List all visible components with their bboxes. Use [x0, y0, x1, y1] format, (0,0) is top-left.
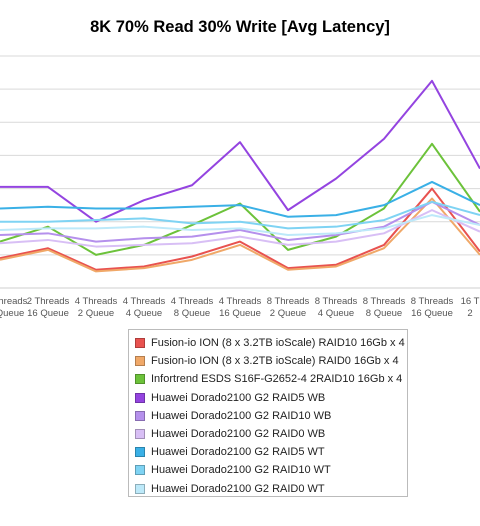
legend-swatch: [135, 447, 145, 458]
legend-label: Huawei Dorado2100 G2 RAID0 WT: [151, 482, 325, 495]
x-tick-label: 8 Queue: [174, 308, 210, 319]
legend-item: Huawei Dorado2100 G2 RAID5 WB: [135, 389, 407, 407]
legend-swatch: [135, 392, 145, 403]
x-tick-label: 4 Threads: [123, 296, 166, 307]
legend-swatch: [135, 410, 145, 421]
legend-item: Huawei Dorado2100 G2 RAID0 WT: [135, 480, 407, 498]
legend-label: Fusion-io ION (8 x 3.2TB ioScale) RAID10…: [151, 337, 405, 350]
legend-swatch: [135, 465, 145, 476]
legend-label: Infortrend ESDS S16F-G2652-4 2RAID10 16G…: [151, 373, 403, 386]
legend-item: Fusion-io ION (8 x 3.2TB ioScale) RAID0 …: [135, 352, 407, 370]
series-line: [0, 197, 480, 273]
x-tick-label: 16 Queue: [27, 308, 69, 319]
legend-label: Huawei Dorado2100 G2 RAID10 WB: [151, 409, 332, 422]
legend-label: Huawei Dorado2100 G2 RAID5 WT: [151, 446, 325, 459]
legend-item: Huawei Dorado2100 G2 RAID0 WB: [135, 425, 407, 443]
legend-item: Huawei Dorado2100 G2 RAID10 WB: [135, 407, 407, 425]
legend-label: Huawei Dorado2100 G2 RAID10 WT: [151, 464, 331, 477]
x-tick-label: 8 Threads: [411, 296, 454, 307]
x-tick-label: 16 T: [461, 296, 480, 307]
x-tick-label: 2 Queue: [270, 308, 306, 319]
x-tick-label: 2 Threads: [27, 296, 70, 307]
chart-legend: Fusion-io ION (8 x 3.2TB ioScale) RAID10…: [128, 329, 408, 497]
x-tick-label: 8 Threads: [315, 296, 358, 307]
x-tick-label: 16 Queue: [219, 308, 261, 319]
series-line: [0, 79, 480, 223]
legend-label: Huawei Dorado2100 G2 RAID0 WB: [151, 428, 326, 441]
series-line: [0, 142, 480, 256]
legend-label: Fusion-io ION (8 x 3.2TB ioScale) RAID0 …: [151, 355, 399, 368]
legend-swatch: [135, 374, 145, 385]
x-tick-label: 8 Queue: [366, 308, 402, 319]
x-tick-label: Threads: [0, 296, 28, 307]
x-tick-label: 2: [467, 308, 472, 319]
x-tick-label: 2 Queue: [78, 308, 114, 319]
x-tick-label: 4 Queue: [318, 308, 354, 319]
series-line: [0, 200, 480, 243]
legend-item: Infortrend ESDS S16F-G2652-4 2RAID10 16G…: [135, 370, 407, 388]
legend-swatch: [135, 338, 145, 349]
x-tick-label: 4 Threads: [75, 296, 118, 307]
legend-swatch: [135, 429, 145, 440]
legend-item: Huawei Dorado2100 G2 RAID5 WT: [135, 443, 407, 461]
legend-swatch: [135, 356, 145, 367]
x-tick-label: 4 Queue: [126, 308, 162, 319]
x-tick-label: 8 Threads: [363, 296, 406, 307]
x-tick-label: 4 Threads: [171, 296, 214, 307]
x-tick-label: 8 Threads: [267, 296, 310, 307]
series-line: [0, 214, 480, 236]
legend-item: Fusion-io ION (8 x 3.2TB ioScale) RAID10…: [135, 334, 407, 352]
x-tick-label: Queue: [0, 308, 24, 319]
legend-label: Huawei Dorado2100 G2 RAID5 WB: [151, 391, 326, 404]
chart-title: 8K 70% Read 30% Write [Avg Latency]: [90, 18, 390, 36]
legend-item: Huawei Dorado2100 G2 RAID10 WT: [135, 461, 407, 479]
series-line: [0, 180, 480, 218]
x-tick-label: 16 Queue: [411, 308, 453, 319]
legend-swatch: [135, 483, 145, 494]
series-line: [0, 200, 480, 230]
series-line: [0, 209, 480, 248]
x-tick-label: 4 Threads: [219, 296, 262, 307]
